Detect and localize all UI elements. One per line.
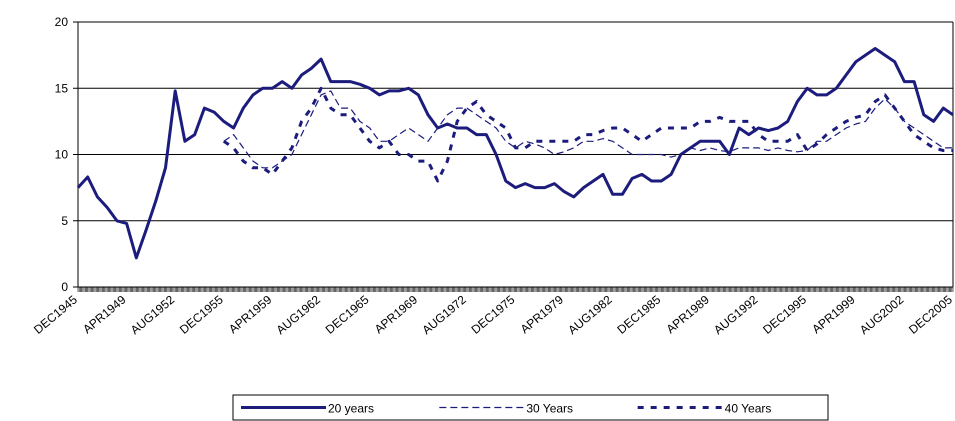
- legend-box: [232, 394, 829, 421]
- x-tick-label: APR1959: [226, 292, 275, 336]
- x-tick-label: APR1969: [372, 292, 421, 336]
- x-tick-label: DEC1985: [614, 292, 663, 336]
- y-tick-label: 0: [61, 280, 68, 294]
- series-line: [76, 47, 954, 260]
- x-tick-label: AUG1982: [565, 292, 615, 337]
- x-tick-label: AUG2002: [857, 292, 907, 337]
- x-tick-label: APR1989: [664, 292, 713, 336]
- y-tick-label: 20: [55, 15, 69, 29]
- x-tick-label: DEC1945: [31, 292, 80, 336]
- legend-label: 30 Years: [526, 402, 573, 416]
- y-tick-label: 10: [55, 148, 69, 162]
- x-tick-label: AUG1962: [274, 292, 324, 337]
- legend-label: 20 years: [328, 402, 374, 416]
- series-line: [223, 90, 953, 169]
- series-line: [222, 86, 953, 183]
- x-tick-label: AUG1972: [419, 292, 469, 337]
- x-tick-label: DEC1995: [760, 292, 809, 336]
- x-tick-label: DEC2005: [906, 292, 955, 336]
- y-tick-label: 15: [55, 81, 69, 95]
- x-tick-label: DEC1975: [469, 292, 518, 336]
- x-tick-label: APR1979: [518, 292, 567, 336]
- x-tick-label: DEC1965: [323, 292, 372, 336]
- legend-label: 40 Years: [725, 402, 772, 416]
- y-tick-label: 5: [61, 214, 68, 228]
- x-tick-label: APR1949: [80, 292, 129, 336]
- x-tick-label: AUG1992: [711, 292, 761, 337]
- x-tick-label: DEC1955: [177, 292, 226, 336]
- x-tick-label: AUG1952: [128, 292, 178, 337]
- x-tick-label: APR1999: [809, 292, 858, 336]
